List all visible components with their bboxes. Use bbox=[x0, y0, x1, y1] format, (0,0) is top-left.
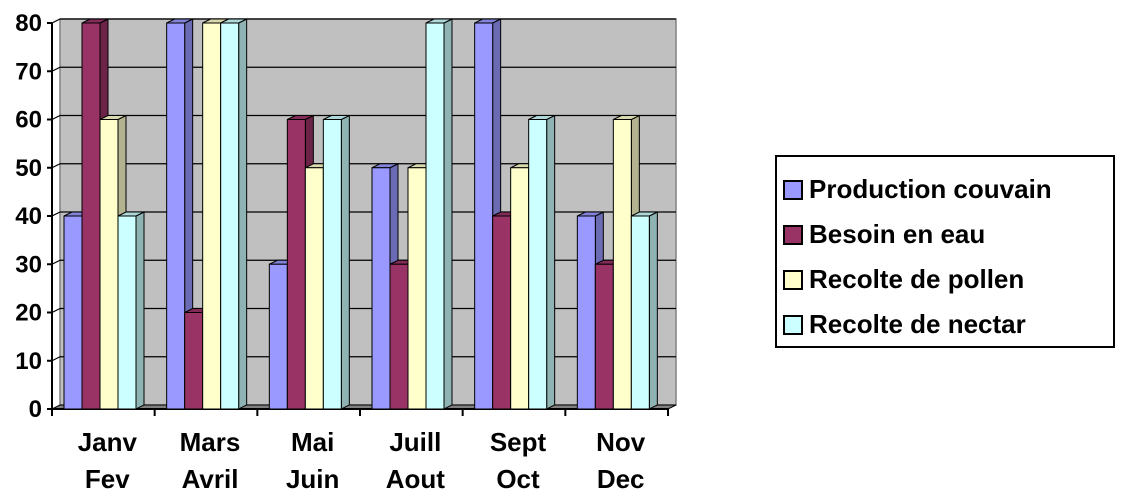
bar bbox=[220, 18, 248, 410]
x-tick-label: Mars Avril bbox=[180, 427, 241, 494]
bar bbox=[425, 18, 453, 410]
bar-front bbox=[304, 167, 324, 410]
x-tick-label: Nov Dec bbox=[596, 427, 646, 494]
bar-front bbox=[425, 22, 445, 410]
legend-item: Recolte de nectar bbox=[777, 302, 1113, 347]
y-tick-label: 40 bbox=[15, 203, 42, 230]
bar bbox=[630, 211, 658, 410]
bar-front bbox=[63, 215, 83, 410]
bar-front bbox=[184, 312, 204, 410]
legend-swatch bbox=[783, 224, 803, 245]
x-tick-label: Sept Oct bbox=[490, 427, 547, 494]
gridline-side bbox=[51, 211, 61, 217]
bar-side bbox=[340, 114, 350, 410]
legend-item: Recolte de pollen bbox=[777, 257, 1113, 302]
x-tick-label: Juill Aout bbox=[386, 427, 446, 494]
y-tick-label: 20 bbox=[15, 300, 42, 327]
y-tick-label: 50 bbox=[15, 155, 42, 182]
bar-front bbox=[371, 167, 391, 410]
bar-side bbox=[238, 18, 248, 410]
y-tick-label: 10 bbox=[15, 348, 42, 375]
chart-legend: Production couvain Besoin en eau Recolte d… bbox=[775, 155, 1115, 348]
x-tick-label: Mai Juin bbox=[286, 427, 339, 494]
gridline-side bbox=[51, 163, 61, 169]
bar-front bbox=[268, 263, 288, 410]
gridline-side bbox=[51, 356, 61, 362]
legend-label: Recolte de pollen bbox=[809, 264, 1025, 294]
bar-side bbox=[135, 211, 145, 410]
legend-label: Recolte de nectar bbox=[809, 309, 1026, 339]
legend-swatch bbox=[783, 179, 803, 200]
legend-item: Besoin en eau bbox=[777, 212, 1113, 257]
bar-front bbox=[492, 215, 512, 410]
bar-front bbox=[528, 119, 548, 410]
bar-front bbox=[166, 22, 186, 410]
gridline-side bbox=[51, 114, 61, 121]
bar bbox=[322, 114, 350, 410]
gridline-side bbox=[51, 307, 61, 314]
y-tick-label: 70 bbox=[15, 58, 42, 85]
legend-item: Production couvain bbox=[777, 167, 1113, 212]
bar-front bbox=[630, 215, 650, 410]
bar-front bbox=[117, 215, 137, 410]
bar-front bbox=[81, 22, 101, 410]
bar-front bbox=[322, 119, 342, 410]
legend-label: Production couvain bbox=[809, 174, 1052, 204]
bar bbox=[117, 211, 145, 410]
bar-front bbox=[286, 119, 306, 410]
bar bbox=[528, 114, 556, 410]
bar-front bbox=[612, 119, 632, 410]
y-tick-label: 0 bbox=[29, 396, 42, 423]
bar-front bbox=[576, 215, 596, 410]
bar-side bbox=[443, 18, 453, 410]
gridline-side bbox=[51, 66, 61, 72]
bar-front bbox=[594, 263, 614, 410]
bar-front bbox=[474, 22, 494, 410]
legend-swatch bbox=[783, 314, 803, 335]
y-tick-label: 30 bbox=[15, 251, 42, 278]
bar-front bbox=[510, 167, 530, 410]
bar-front bbox=[202, 22, 222, 410]
bar-front bbox=[389, 263, 409, 410]
legend-swatch bbox=[783, 269, 803, 290]
bar-front bbox=[99, 119, 119, 410]
y-tick-label: 60 bbox=[15, 107, 42, 134]
gridline-side bbox=[51, 259, 61, 265]
gridline-side bbox=[51, 18, 61, 24]
bar-side bbox=[546, 114, 556, 410]
x-tick-label: Janv Fev bbox=[78, 427, 138, 494]
bar-front bbox=[220, 22, 240, 410]
legend-label: Besoin en eau bbox=[809, 219, 986, 249]
bar-chart: 0 10 20 30 40 50 60 70 80 Janv Fev Mars Avril Mai Juin… bbox=[15, 10, 677, 494]
bar-front bbox=[407, 167, 427, 410]
y-tick-label: 80 bbox=[15, 10, 42, 37]
bar-side bbox=[648, 211, 658, 410]
